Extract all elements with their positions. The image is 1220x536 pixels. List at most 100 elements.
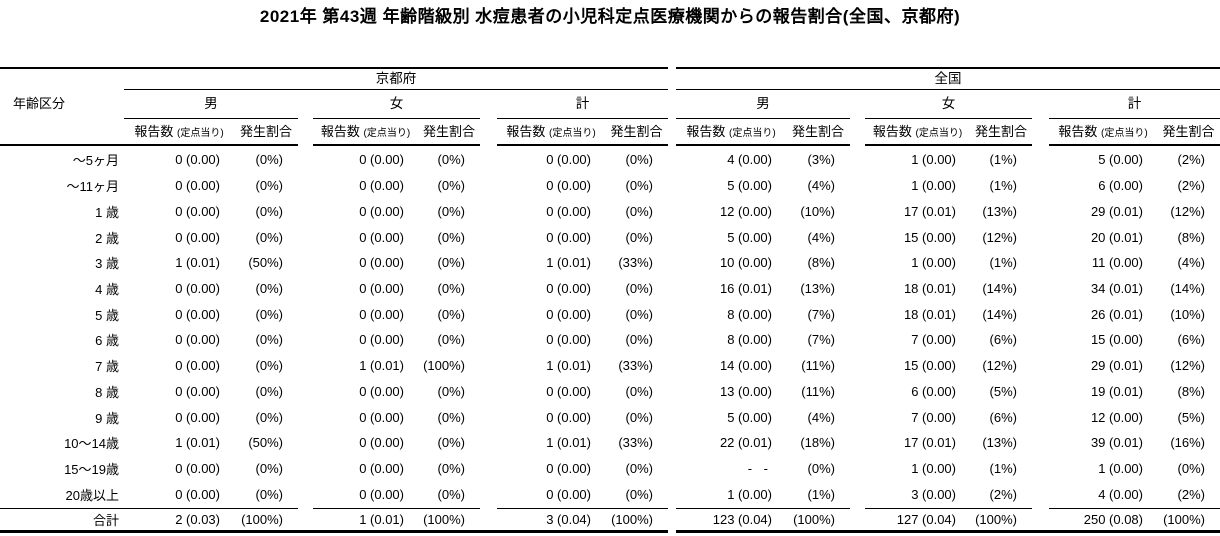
rule: [0, 530, 668, 533]
zenkoku-total-count-cell: 26 (0.01): [1090, 306, 1143, 322]
zenkoku-male-count-cell: 5 (0.00): [727, 178, 772, 194]
kyoto-female-count-cell: 1 (0.01): [359, 358, 404, 374]
zenkoku-total-rate-cell: (12%): [1170, 203, 1205, 219]
rule: [0, 144, 298, 146]
zenkoku-total-rate-cell: (12%): [1170, 358, 1205, 374]
zenkoku-female-rate-cell: (13%): [982, 435, 1017, 451]
kyoto-total-rate-cell: (0%): [625, 280, 653, 296]
kyoto-female-rate-cell: (0%): [437, 332, 465, 348]
zenkoku-total-count-cell: 29 (0.01): [1090, 203, 1143, 219]
rule: [124, 118, 298, 119]
kyoto-total-count-cell: 0 (0.00): [546, 306, 591, 322]
zenkoku-total-rate-cell: (100%): [1163, 512, 1205, 527]
zenkoku-total-rate-cell: (2%): [1177, 486, 1205, 502]
rate-header: 発生割合: [1162, 124, 1215, 139]
rate-header: 発生割合: [422, 124, 475, 139]
table-row: 〜11ヶ月 0 (0.00) (0%) 0 (0.00) (0%) 0 (0.0…: [0, 173, 1220, 199]
kyoto-male-count-cell: 0 (0.00): [175, 178, 220, 194]
zenkoku-total-rate-cell: (2%): [1177, 178, 1205, 194]
kyoto-female-rate-cell: (0%): [437, 486, 465, 502]
zenkoku-female-rate-cell: (12%): [982, 229, 1017, 245]
total-row-container: 合計 2 (0.03) (100%) 1 (0.01) (100%) 3 (0.…: [0, 509, 1220, 530]
rule: [0, 508, 298, 509]
table-row: 1 歳 0 (0.00) (0%) 0 (0.00) (0%) 0 (0.00)…: [0, 198, 1220, 224]
kyoto-male-rate-cell: (50%): [248, 435, 283, 451]
data-rows: 〜5ヶ月 0 (0.00) (0%) 0 (0.00) (0%) 0 (0.00…: [0, 147, 1220, 507]
zenkoku-total-count-cell: 20 (0.01): [1090, 229, 1143, 245]
zenkoku-total-rate-cell: (8%): [1177, 383, 1205, 399]
rule: [865, 118, 1032, 119]
kyoto-female-count-cell: 0 (0.00): [359, 255, 404, 271]
kyoto-male-count-cell: 0 (0.00): [175, 409, 220, 425]
age-cell: 3 歳: [95, 256, 119, 272]
count-label: 報告数: [320, 124, 360, 139]
rate-header: 発生割合: [791, 124, 844, 139]
kyoto-female-rate-cell: (100%): [423, 358, 465, 374]
age-cell: 合計: [92, 513, 119, 528]
zenkoku-female-count-cell: 7 (0.00): [911, 332, 956, 348]
kyoto-total-count-cell: 0 (0.00): [546, 383, 591, 399]
zenkoku-male-rate-cell: (11%): [801, 358, 835, 374]
kyoto-female-rate-cell: (0%): [437, 280, 465, 296]
per-sentinel-label: (定点当り): [363, 128, 411, 139]
kyoto-total-count-cell: 0 (0.00): [546, 486, 591, 502]
zenkoku-male-rate-cell: (0%): [807, 460, 835, 476]
rule: [1049, 144, 1220, 146]
age-cell: 〜5ヶ月: [72, 153, 119, 169]
gender-header-total: 計: [575, 96, 590, 111]
zenkoku-male-rate-cell: (8%): [807, 255, 835, 271]
zenkoku-male-count-cell: 8 (0.00): [727, 332, 772, 348]
zenkoku-total-count-cell: 1 (0.00): [1098, 460, 1143, 476]
zenkoku-female-count-cell: 127 (0.04): [896, 512, 956, 527]
per-sentinel-label: (定点当り): [548, 128, 596, 139]
table-row: 3 歳 1 (0.01) (50%) 0 (0.00) (0%) 1 (0.01…: [0, 250, 1220, 276]
rule: [497, 144, 668, 146]
zenkoku-female-rate-cell: (13%): [982, 203, 1017, 219]
kyoto-female-rate-cell: (0%): [437, 229, 465, 245]
age-column-header: 年齢区分: [13, 96, 66, 111]
zenkoku-male-count-cell: 14 (0.00): [719, 358, 772, 374]
rule: [1049, 118, 1220, 119]
gender-header-male: 男: [756, 96, 770, 111]
kyoto-male-count-cell: 1 (0.01): [175, 435, 220, 451]
zenkoku-female-rate-cell: (6%): [989, 332, 1017, 348]
kyoto-total-rate-cell: (0%): [625, 152, 653, 168]
zenkoku-total-count-cell: 4 (0.00): [1098, 486, 1143, 502]
table-row: 4 歳 0 (0.00) (0%) 0 (0.00) (0%) 0 (0.00)…: [0, 276, 1220, 302]
kyoto-female-rate-cell: (0%): [437, 460, 465, 476]
kyoto-female-count-cell: 0 (0.00): [359, 332, 404, 348]
table-row: 7 歳 0 (0.00) (0%) 1 (0.01) (100%) 1 (0.0…: [0, 353, 1220, 379]
kyoto-male-rate-cell: (0%): [255, 178, 283, 194]
kyoto-female-rate-cell: (0%): [437, 178, 465, 194]
kyoto-total-rate-cell: (0%): [625, 460, 653, 476]
kyoto-total-rate-cell: (33%): [618, 435, 653, 451]
zenkoku-total-rate-cell: (16%): [1170, 435, 1205, 451]
section-header-kyoto: 京都府: [375, 71, 417, 86]
zenkoku-female-rate-cell: (2%): [989, 486, 1017, 502]
kyoto-male-count-cell: 0 (0.00): [175, 460, 220, 476]
zenkoku-total-rate-cell: (8%): [1177, 229, 1205, 245]
kyoto-total-rate-cell: (33%): [618, 358, 653, 374]
kyoto-male-count-cell: 0 (0.00): [175, 203, 220, 219]
kyoto-male-rate-cell: (0%): [255, 280, 283, 296]
zenkoku-female-count-cell: 1 (0.00): [911, 178, 956, 194]
zenkoku-female-rate-cell: (100%): [975, 512, 1017, 527]
kyoto-female-count-cell: 0 (0.00): [359, 460, 404, 476]
zenkoku-male-rate-cell: (100%): [793, 512, 835, 527]
count-header: 報告数 (定点当り): [124, 119, 234, 144]
kyoto-total-count-cell: 1 (0.01): [546, 255, 591, 271]
rate-header: 発生割合: [610, 124, 663, 139]
kyoto-male-rate-cell: (50%): [248, 255, 283, 271]
count-label: 報告数: [506, 124, 546, 139]
section-header-zenkoku: 全国: [934, 71, 962, 86]
rule: [497, 508, 668, 509]
zenkoku-female-count-cell: 15 (0.00): [903, 358, 956, 374]
kyoto-male-rate-cell: (0%): [255, 229, 283, 245]
rule: [0, 67, 668, 69]
kyoto-total-count-cell: 0 (0.00): [546, 178, 591, 194]
age-cell: 5 歳: [95, 307, 119, 323]
zenkoku-male-rate-cell: (3%): [807, 152, 835, 168]
per-sentinel-label: (定点当り): [728, 128, 776, 139]
table-row: 15〜19歳 0 (0.00) (0%) 0 (0.00) (0%) 0 (0.…: [0, 456, 1220, 482]
kyoto-total-count-cell: 1 (0.01): [546, 435, 591, 451]
